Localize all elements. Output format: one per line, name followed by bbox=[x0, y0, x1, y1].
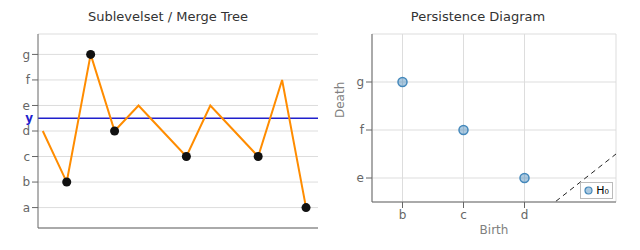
svg-text:f: f bbox=[26, 73, 31, 87]
svg-text:Death: Death bbox=[333, 82, 347, 118]
html-text:H₀: H₀ bbox=[596, 184, 609, 197]
svg-text:d: d bbox=[521, 208, 529, 222]
svg-text:b: b bbox=[399, 208, 407, 222]
svg-text:Birth: Birth bbox=[480, 223, 509, 237]
svg-text:g: g bbox=[22, 48, 30, 62]
svg-text:b: b bbox=[22, 175, 30, 189]
svg-text:a: a bbox=[23, 201, 30, 215]
html-text:Persistence Diagram: Persistence Diagram bbox=[410, 9, 546, 24]
svg-text:e: e bbox=[22, 98, 30, 113]
svg-text:c: c bbox=[460, 208, 467, 222]
svg-text:e: e bbox=[357, 171, 364, 185]
svg-text:d: d bbox=[22, 124, 30, 138]
html-text:Sublevelset / Merge Tree: Sublevelset / Merge Tree bbox=[88, 9, 248, 24]
svg-text:c: c bbox=[23, 150, 30, 164]
svg-text:f: f bbox=[360, 123, 365, 137]
svg-text:g: g bbox=[356, 75, 364, 89]
svg-text:y: y bbox=[25, 111, 33, 125]
